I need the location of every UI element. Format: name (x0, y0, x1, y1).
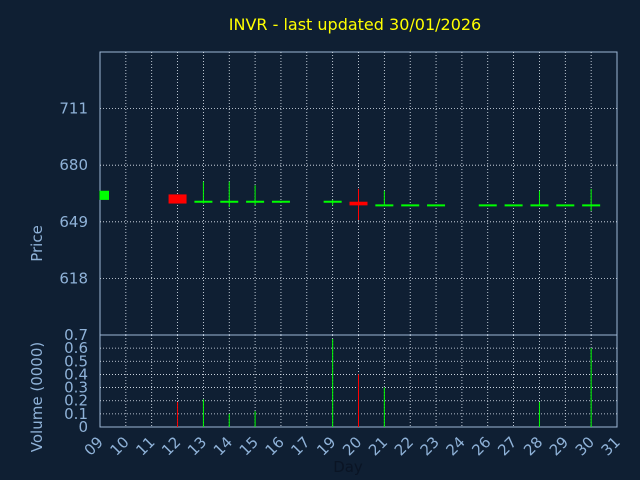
volume-y-tick-label: 0 (78, 418, 88, 436)
price-y-axis-label: Price (28, 225, 46, 262)
x-tick-label: 30 (572, 433, 598, 459)
price-y-tick-label: 618 (59, 269, 88, 287)
x-tick-label: 20 (339, 433, 365, 459)
x-tick-label: 11 (132, 433, 158, 459)
x-tick-label: 24 (442, 433, 468, 459)
x-tick-label: 26 (468, 433, 494, 459)
x-tick-label: 19 (313, 433, 339, 459)
x-tick-label: 17 (287, 433, 313, 459)
price-y-tick-labels: 618 649 680 711 (59, 100, 88, 288)
volume-panel: 00.10.20.30.40.50.60.7 Volume (0000) (28, 326, 618, 452)
chart-title: INVR - last updated 30/01/2026 (229, 15, 481, 34)
x-tick-label: 13 (184, 433, 210, 459)
volume-y-tick-label: 0.1 (64, 405, 88, 423)
x-tick-labels: 09 10 11 12 13 14 15 16 17 19 20 21 22 23 24 26 27 28 29 30… (81, 433, 624, 459)
price-panel: 618 649 680 711 Price (28, 51, 618, 336)
volume-y-tick-label: 0.6 (64, 339, 88, 357)
candle-body (168, 194, 187, 204)
x-tick-label: 23 (417, 433, 443, 459)
x-tick-label: 15 (236, 433, 262, 459)
x-tick-label: 31 (598, 433, 624, 459)
candle-body (100, 190, 109, 200)
x-axis-label: Day (333, 458, 363, 476)
x-tick-label: 10 (106, 433, 132, 459)
volume-y-tick-label: 0.3 (64, 379, 88, 397)
x-tick-label: 22 (391, 433, 417, 459)
volume-y-tick-label: 0.7 (64, 326, 88, 344)
volume-y-tick-label: 0.2 (64, 392, 88, 410)
x-tick-label: 12 (158, 433, 184, 459)
x-tick-label: 27 (494, 433, 520, 459)
volume-bars (177, 338, 592, 427)
volume-y-tick-label: 0.5 (64, 352, 88, 370)
volume-y-tick-labels: 00.10.20.30.40.50.60.7 (64, 326, 88, 436)
volume-y-tick-label: 0.4 (64, 365, 88, 383)
price-y-tick-label: 649 (59, 213, 88, 231)
x-tick-label: 21 (365, 433, 391, 459)
price-y-tick-label: 680 (59, 156, 88, 174)
price-y-tick-label: 711 (59, 100, 88, 118)
x-tick-label: 29 (546, 433, 572, 459)
x-tick-label: 28 (520, 433, 546, 459)
price-candles (99, 181, 601, 220)
volume-y-axis-label: Volume (0000) (28, 342, 46, 452)
x-tick-label: 14 (210, 433, 236, 459)
x-tick-label: 09 (81, 433, 107, 459)
candle-body (349, 201, 368, 206)
x-tick-label: 16 (262, 433, 288, 459)
